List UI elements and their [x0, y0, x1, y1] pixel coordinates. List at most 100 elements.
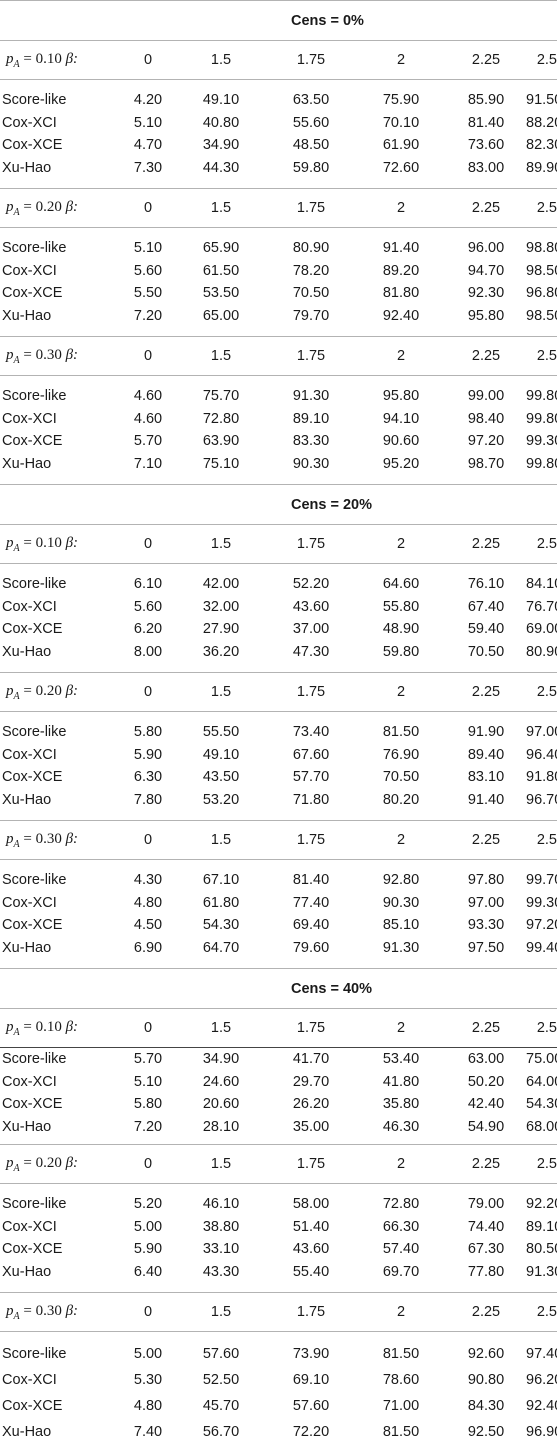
table-cell: 34.90	[202, 137, 240, 154]
table-cell: 57.70	[292, 769, 330, 786]
table-cell: 34.90	[202, 1051, 240, 1068]
pa-value: = 0.30	[19, 346, 66, 363]
table-cell: 88.20	[526, 114, 557, 131]
table-cell: 8.00	[133, 643, 163, 660]
table-row: Cox-XCE 6.20 27.90 37.00 48.90 59.40 69.00	[0, 618, 557, 641]
table-cell: 7.20	[133, 307, 163, 324]
beta-column-header: 2.25	[471, 348, 501, 364]
pa-beta-label: pA = 0.10 β:	[6, 1018, 79, 1038]
table-cell: 59.80	[382, 643, 420, 660]
beta-column-header: 2.25	[471, 1156, 501, 1172]
group-header-row: pA = 0.20 β: 0 1.5 1.75 2 2.25 2.5	[0, 189, 557, 228]
table-cell: 5.30	[133, 1372, 163, 1388]
table-cell: 68.00	[526, 1118, 557, 1135]
table-cell: 55.60	[292, 114, 330, 131]
table-cell: 5.90	[133, 1241, 163, 1258]
method-name: Cox-XCE	[2, 1096, 63, 1113]
table-cell: 97.20	[467, 433, 505, 450]
table-cell: 82.30	[526, 137, 557, 154]
table-cell: 72.80	[202, 410, 240, 427]
table-cell: 5.00	[133, 1218, 163, 1235]
beta-column-header: 1.5	[210, 1304, 232, 1320]
table-row: Cox-XCE 4.80 45.70 57.60 71.00 84.30 92.40	[0, 1393, 557, 1419]
table-cell: 73.40	[292, 724, 330, 741]
table-row: Xu-Hao 8.00 36.20 47.30 59.80 70.50 80.90	[0, 641, 557, 664]
table-cell: 89.90	[526, 159, 557, 176]
table-cell: 94.70	[467, 262, 505, 279]
table-cell: 72.80	[382, 1196, 420, 1213]
pa-subscript: A	[13, 58, 20, 70]
table-cell: 35.00	[292, 1118, 330, 1135]
table-cell: 75.70	[202, 388, 240, 405]
method-name: Cox-XCI	[2, 1218, 57, 1235]
cens-header-row: Cens = 0%	[0, 1, 557, 41]
pa-subscript: A	[13, 1026, 20, 1038]
table-cell: 91.40	[382, 240, 420, 257]
table-cell: 5.80	[133, 724, 163, 741]
method-name: Cox-XCE	[2, 1398, 63, 1414]
pa-beta-label: pA = 0.10 β:	[6, 50, 79, 70]
beta-column-header: 1.75	[296, 832, 326, 848]
table-cell: 90.80	[467, 1372, 505, 1388]
beta-column-header: 2.25	[471, 1020, 501, 1036]
table-cell: 50.20	[467, 1073, 505, 1090]
pa-beta-label: pA = 0.20 β:	[6, 682, 79, 702]
table-cell: 5.50	[133, 285, 163, 302]
beta-column-header: 2.5	[536, 1304, 557, 1320]
table-row: Cox-XCE 5.90 33.10 43.60 57.40 67.30 80.50	[0, 1238, 557, 1261]
table-cell: 95.80	[467, 307, 505, 324]
method-name: Xu-Hao	[2, 939, 52, 956]
table-cell: 64.70	[202, 939, 240, 956]
table-cell: 6.40	[133, 1263, 163, 1280]
beta-column-header: 1.75	[296, 200, 326, 216]
table-cell: 59.40	[467, 621, 505, 638]
method-name: Cox-XCI	[2, 114, 57, 131]
pa-subscript: A	[13, 838, 20, 850]
beta-column-header: 2.25	[471, 52, 501, 68]
table-cell: 72.60	[382, 159, 420, 176]
beta-column-header: 2.5	[536, 200, 557, 216]
beta-column-header: 1.75	[296, 684, 326, 700]
table-row: Cox-XCI 5.60 61.50 78.20 89.20 94.70 98.50	[0, 260, 557, 283]
beta-column-header: 1.5	[210, 536, 232, 552]
table-cell: 43.50	[202, 769, 240, 786]
table-cell: 6.10	[133, 576, 163, 593]
table-cell: 90.30	[292, 455, 330, 472]
pa-value: = 0.10	[19, 534, 66, 551]
table-cell: 35.80	[382, 1096, 420, 1113]
table-row: Cox-XCI 4.80 61.80 77.40 90.30 97.00 99.30	[0, 892, 557, 915]
table-row: Score-like 5.10 65.90 80.90 91.40 96.00 98.80	[0, 237, 557, 260]
beta-column-header: 1.75	[296, 1304, 326, 1320]
group-rows: Score-like 5.70 34.90 41.70 53.40 63.00 75.00 C…	[0, 1048, 557, 1145]
table-cell: 97.00	[526, 724, 557, 741]
table-cell: 79.00	[467, 1196, 505, 1213]
table-cell: 70.50	[382, 769, 420, 786]
table-cell: 85.90	[467, 92, 505, 109]
table-cell: 61.90	[382, 137, 420, 154]
method-name: Score-like	[2, 1051, 67, 1068]
table-cell: 92.30	[467, 285, 505, 302]
table-cell: 77.40	[292, 894, 330, 911]
table-cell: 92.50	[467, 1424, 505, 1440]
table-cell: 28.10	[202, 1118, 240, 1135]
table-cell: 5.60	[133, 262, 163, 279]
beta-column-header: 2.5	[536, 1156, 557, 1172]
table-cell: 54.90	[467, 1118, 505, 1135]
table-cell: 67.40	[467, 598, 505, 615]
table-cell: 98.50	[526, 262, 557, 279]
table-cell: 83.30	[292, 433, 330, 450]
group-rows: Score-like 5.80 55.50 73.40 81.50 91.90 97.00 C…	[0, 712, 557, 821]
beta-column-header: 2	[396, 200, 406, 216]
table-cell: 65.90	[202, 240, 240, 257]
table-cell: 59.80	[292, 159, 330, 176]
table-cell: 78.20	[292, 262, 330, 279]
beta-column-header: 2	[396, 536, 406, 552]
table-cell: 99.40	[526, 939, 557, 956]
table-cell: 75.10	[202, 455, 240, 472]
table-cell: 80.50	[526, 1241, 557, 1258]
table-cell: 4.30	[133, 872, 163, 889]
table-cell: 90.30	[382, 894, 420, 911]
table-cell: 36.20	[202, 643, 240, 660]
table-cell: 76.10	[467, 576, 505, 593]
method-name: Cox-XCE	[2, 621, 63, 638]
